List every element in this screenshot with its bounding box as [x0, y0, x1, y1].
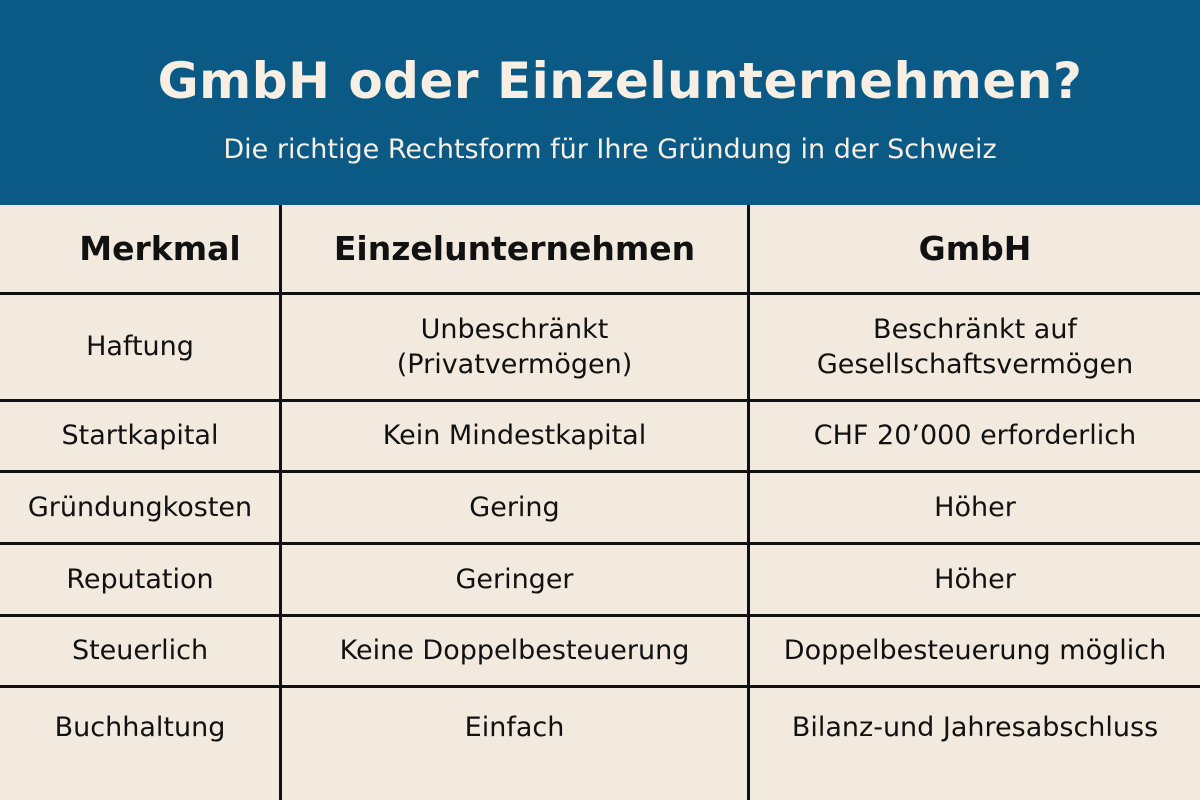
cell-merkmal: Haftung	[86, 331, 194, 363]
page-title: GmbH oder Einzelunternehmen?	[157, 52, 1083, 110]
comparison-table: Merkmal Einzelunternehmen GmbH Haftung Un…	[0, 205, 1200, 800]
cell-gmbh: Höher	[934, 563, 1016, 595]
cell-merkmal: Gründungkosten	[27, 491, 253, 523]
row-divider	[0, 470, 1200, 473]
cell-einzel: Einfach	[464, 712, 565, 744]
cell-gmbh: Höher	[934, 491, 1016, 523]
row-divider	[0, 292, 1200, 295]
cell-einzel: Keine Doppelbesteuerung	[339, 635, 690, 667]
row-divider	[0, 614, 1200, 617]
header-banner: GmbH oder Einzelunternehmen? Die richtig…	[0, 0, 1200, 205]
cell-gmbh: Beschränkt auf Gesellschaftsvermögen	[816, 313, 1134, 380]
cell-einzel: Geringer	[455, 563, 574, 595]
cell-einzel: Gering	[469, 491, 560, 523]
column-divider	[747, 205, 750, 800]
cell-gmbh: Doppelbesteuerung möglich	[783, 635, 1167, 667]
column-header-gmbh: GmbH	[918, 228, 1032, 268]
cell-merkmal: Startkapital	[61, 420, 219, 452]
cell-gmbh: CHF 20’000 erforderlich	[813, 420, 1137, 452]
column-header-einzelunternehmen: Einzelunternehmen	[333, 228, 696, 268]
column-divider	[279, 205, 282, 800]
cell-merkmal: Buchhaltung	[54, 712, 226, 744]
row-divider	[0, 399, 1200, 402]
cell-gmbh: Bilanz-und Jahresabschluss	[791, 712, 1159, 744]
cell-merkmal: Reputation	[66, 563, 214, 595]
cell-einzel: Unbeschränkt (Privatvermögen)	[396, 313, 633, 380]
cell-merkmal: Steuerlich	[71, 635, 209, 667]
row-divider	[0, 542, 1200, 545]
cell-einzel: Kein Mindestkapital	[382, 420, 647, 452]
column-header-merkmal: Merkmal	[79, 228, 241, 268]
row-divider	[0, 685, 1200, 688]
page-subtitle: Die richtige Rechtsform für Ihre Gründun…	[223, 134, 997, 165]
